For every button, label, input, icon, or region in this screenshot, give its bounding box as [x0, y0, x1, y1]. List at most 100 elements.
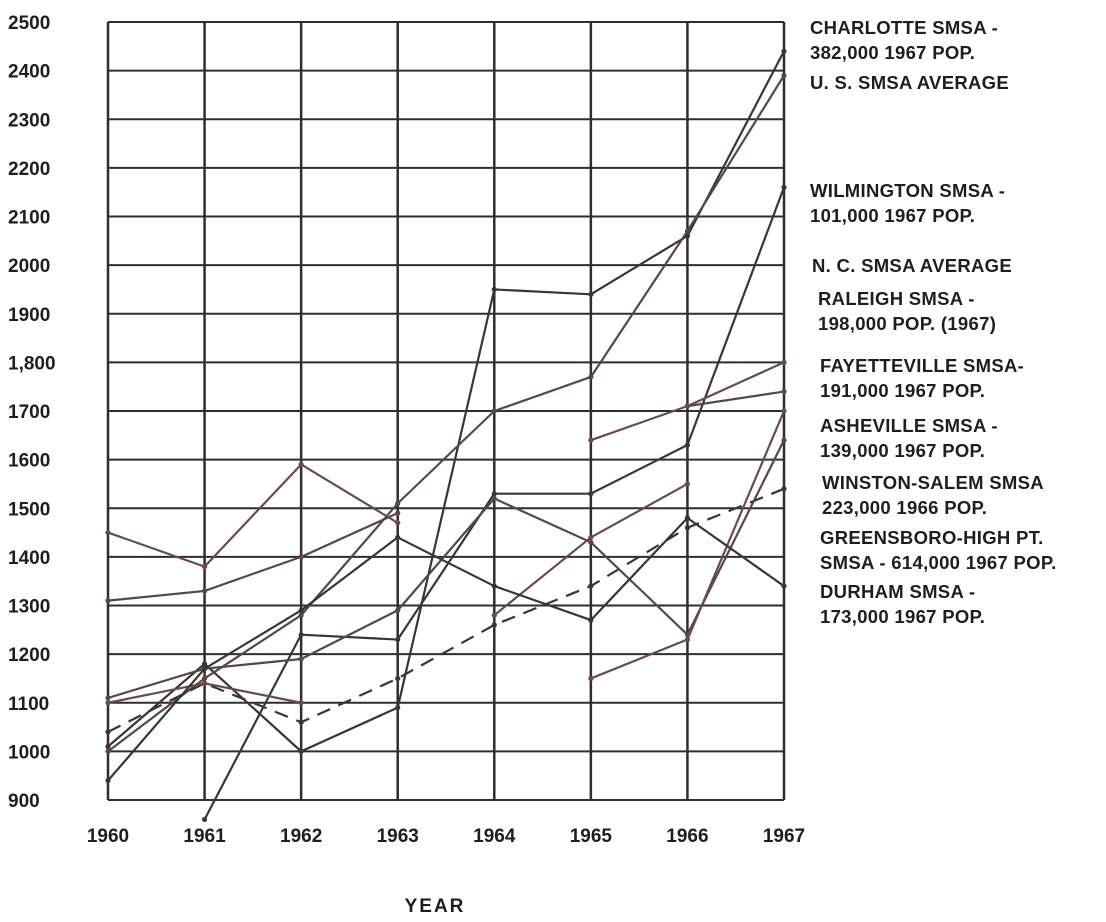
x-tick-label: 1964: [473, 826, 516, 847]
legend-label-line1: U. S. SMSA AVERAGE: [810, 72, 1009, 93]
data-point: [201, 661, 208, 667]
data-point: [201, 816, 208, 823]
data-point: [395, 510, 401, 516]
series-line: [107, 487, 785, 733]
legend-entry: RALEIGH SMSA - 198,000 POP. (1967): [818, 288, 996, 334]
legend-label-line1: WINSTON-SALEM SMSA: [822, 472, 1044, 493]
x-tick-label: 1962: [280, 826, 322, 847]
data-point: [684, 481, 691, 487]
data-point: [781, 408, 787, 414]
data-point: [395, 520, 401, 526]
data-point: [684, 525, 691, 531]
data-point: [105, 748, 111, 754]
x-axis-title: YEAR: [405, 896, 466, 917]
x-tick-label: 1965: [570, 826, 613, 847]
x-tick-label: 1967: [763, 826, 805, 847]
data-point: [781, 72, 787, 79]
legend-labels: CHARLOTTE SMSA - 382,000 1967 POP. U. S. S…: [810, 17, 1056, 627]
series-line: [107, 439, 785, 699]
data-point: [298, 748, 304, 754]
legend-entry: CHARLOTTE SMSA - 382,000 1967 POP.: [810, 17, 998, 63]
legend-label-line1: WILMINGTON SMSA -: [810, 180, 1005, 201]
y-tick-label: 1500: [8, 499, 50, 520]
legend-entry: GREENSBORO-HIGH PT. SMSA - 614,000 1967 P…: [820, 527, 1056, 573]
legend-label-line1: FAYETTEVILLE SMSA-: [820, 355, 1024, 376]
series-line: [687, 390, 785, 408]
data-point: [491, 583, 497, 589]
series-3: [201, 184, 787, 823]
legend-label-line2: 101,000 1967 POP.: [810, 205, 975, 226]
data-point: [105, 529, 111, 536]
series-10: [105, 515, 787, 784]
legend-label-line2: 382,000 1967 POP.: [810, 42, 975, 63]
series-6: [105, 359, 787, 570]
y-tick-label: 1,800: [8, 353, 56, 374]
data-point: [588, 291, 594, 297]
data-point: [491, 622, 497, 628]
y-tick-label: 2300: [8, 110, 50, 131]
series-4: [105, 486, 787, 735]
data-point: [781, 48, 787, 54]
data-point: [491, 491, 497, 497]
legend-entry: N. C. SMSA AVERAGE: [812, 255, 1012, 276]
series-line: [107, 50, 785, 753]
data-point: [588, 437, 594, 443]
data-point: [491, 612, 497, 618]
legend-label-line2: 139,000 1967 POP.: [820, 440, 985, 461]
data-point: [105, 695, 111, 701]
data-point: [395, 607, 401, 613]
data-point: [298, 607, 304, 613]
y-tick-label: 2100: [8, 208, 50, 229]
data-point: [588, 534, 594, 541]
data-point: [588, 539, 594, 545]
y-tick-label: 1400: [8, 548, 50, 569]
legend-entry: WILMINGTON SMSA - 101,000 1967 POP.: [810, 180, 1005, 226]
legend-entry: DURHAM SMSA - 173,000 1967 POP.: [820, 581, 985, 627]
data-point: [588, 491, 594, 497]
data-point: [684, 403, 691, 409]
data-point: [781, 486, 787, 492]
legend-entry: ASHEVILLE SMSA - 139,000 1967 POP.: [820, 415, 998, 461]
data-point: [201, 564, 208, 570]
data-point: [395, 675, 401, 682]
series-lines: [105, 48, 787, 823]
y-tick-label: 2200: [8, 159, 50, 180]
data-point: [684, 442, 691, 448]
data-point: [491, 495, 497, 502]
data-point: [298, 719, 304, 725]
legend-entry: FAYETTEVILLE SMSA- 191,000 1967 POP.: [820, 355, 1024, 401]
y-tick-label: 1100: [8, 694, 49, 715]
series-line: [107, 463, 399, 568]
data-point: [781, 359, 787, 365]
y-tick-label: 2400: [8, 62, 50, 83]
data-point: [395, 534, 401, 541]
legend-entry: WINSTON-SALEM SMSA 223,000 1966 POP.: [822, 472, 1044, 518]
y-tick-label: 1600: [8, 451, 50, 472]
y-axis-ticks: 2500 2400 2300 2200 2100 2000 1900 1,800 1700 160…: [8, 13, 56, 812]
series-line: [107, 516, 785, 782]
series-line: [107, 512, 399, 602]
data-point: [105, 729, 111, 735]
y-tick-label: 1900: [8, 305, 50, 326]
data-point: [201, 588, 208, 594]
data-point: [105, 777, 111, 784]
x-axis-ticks: 1960 1961 1962 1963 1964 1965 1966 1967: [87, 826, 805, 847]
x-tick-label: 1960: [87, 826, 129, 847]
data-point: [781, 437, 787, 443]
data-point: [588, 374, 594, 380]
data-point: [781, 583, 787, 589]
data-point: [395, 636, 401, 643]
data-point: [105, 743, 111, 750]
data-point: [105, 700, 111, 706]
data-point: [105, 598, 111, 604]
data-point: [588, 617, 594, 623]
data-point: [781, 184, 787, 190]
data-point: [298, 656, 304, 662]
y-tick-label: 2500: [8, 13, 50, 34]
series-8: [105, 481, 691, 706]
series-9: [588, 408, 787, 682]
data-point: [491, 286, 497, 293]
legend-label-line2: 191,000 1967 POP.: [820, 380, 985, 401]
data-point: [395, 705, 401, 711]
